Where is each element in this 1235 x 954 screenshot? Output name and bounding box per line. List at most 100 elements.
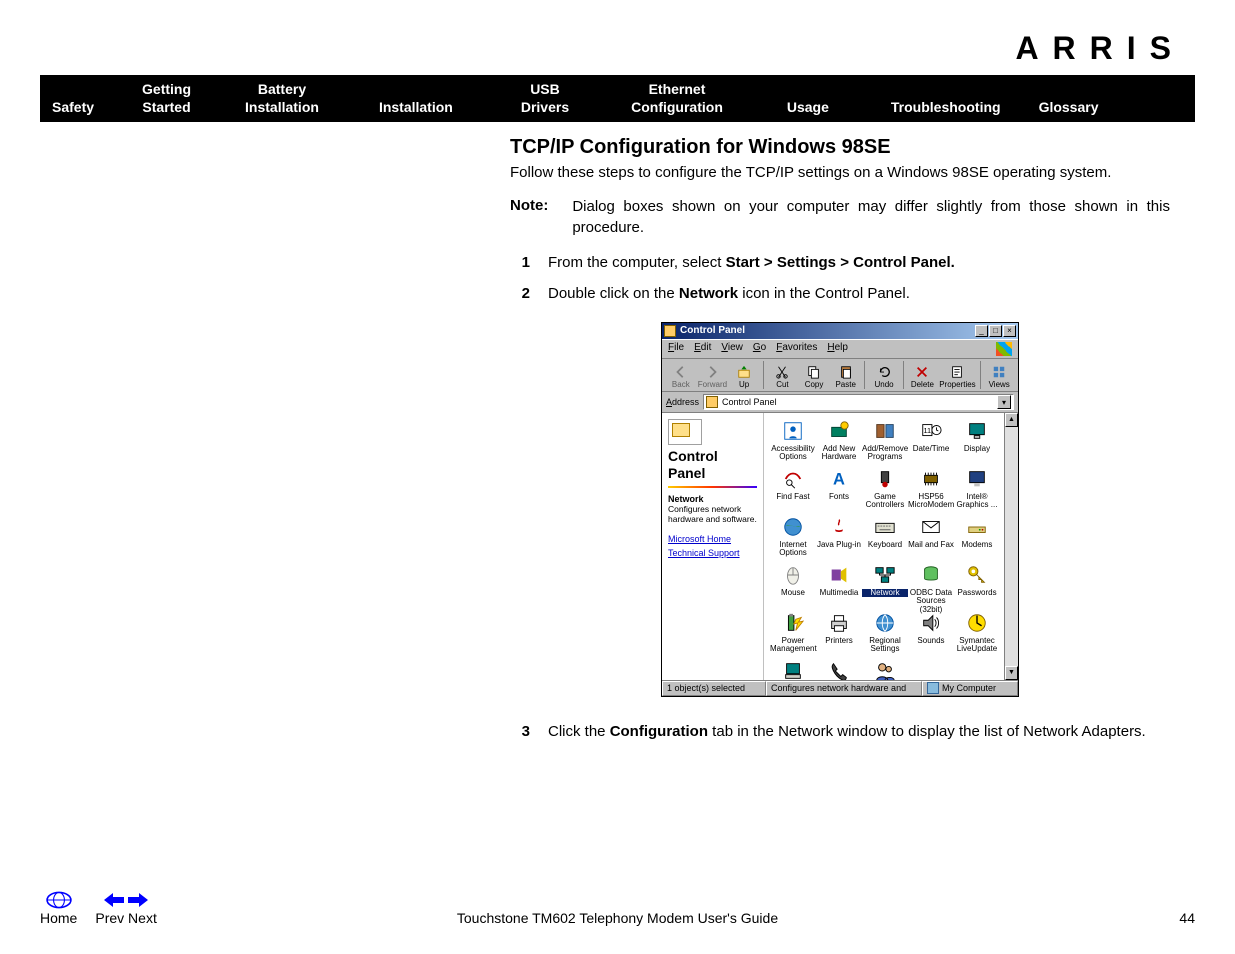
cp-icon-odbc[interactable]: ODBC Data Sources (32bit)	[908, 563, 954, 611]
step3-bold: Configuration	[610, 723, 708, 740]
prev-label[interactable]: Prev	[95, 910, 124, 926]
intro-text: Follow these steps to configure the TCP/…	[510, 163, 1170, 183]
scroll-up-button[interactable]: ▲	[1005, 413, 1018, 427]
nav-item[interactable]: Glossary	[1029, 99, 1099, 117]
cp-icon-symantec[interactable]: Symantec LiveUpdate	[954, 611, 1000, 659]
link-ms-home[interactable]: Microsoft Home	[668, 534, 757, 544]
step1-bold: Start > Settings > Control Panel.	[726, 254, 955, 271]
cp-icon-java[interactable]: Java Plug-in	[816, 515, 862, 563]
address-combo[interactable]: Control Panel ▾	[703, 394, 1014, 410]
nav-item[interactable]: Usage	[753, 99, 863, 117]
toolbar-paste-button[interactable]: Paste	[831, 364, 861, 389]
home-link[interactable]: Home	[40, 890, 77, 926]
cp-icon-addhw[interactable]: Add New Hardware	[816, 419, 862, 467]
modems-icon	[965, 515, 989, 539]
users-icon	[873, 659, 897, 680]
toolbar-up-button[interactable]: Up	[729, 364, 759, 389]
prev-arrow-icon[interactable]	[104, 893, 124, 907]
nav-item[interactable]: Getting Started	[112, 81, 221, 116]
nav-item[interactable]: USB Drivers	[489, 81, 601, 116]
access-icon	[781, 419, 805, 443]
dropdown-button[interactable]: ▾	[997, 395, 1011, 409]
up-icon	[729, 364, 759, 380]
toolbar-cut-button[interactable]: Cut	[768, 364, 798, 389]
scroll-down-button[interactable]: ▼	[1005, 666, 1018, 680]
menu-item[interactable]: Edit	[694, 342, 711, 356]
cp-icon-findfast[interactable]: Find Fast	[770, 467, 816, 515]
menu-item[interactable]: File	[668, 342, 684, 356]
icon-label: Keyboard	[862, 541, 908, 549]
java-icon	[827, 515, 851, 539]
scroll-track[interactable]	[1005, 427, 1018, 666]
icon-label: Game Controllers	[862, 493, 908, 510]
icon-label: Regional Settings	[862, 637, 908, 654]
nav-item[interactable]: Installation	[343, 99, 489, 117]
cp-icon-mmedia[interactable]: Multimedia	[816, 563, 862, 611]
cp-icon-sounds[interactable]: Sounds	[908, 611, 954, 659]
top-nav: SafetyGetting StartedBattery Installatio…	[40, 75, 1195, 122]
pane-title-l1: Control	[668, 449, 757, 464]
menu-item[interactable]: View	[721, 342, 743, 356]
menu-item[interactable]: Favorites	[776, 342, 817, 356]
cp-icon-game[interactable]: Game Controllers	[862, 467, 908, 515]
menu-item[interactable]: Help	[827, 342, 848, 356]
address-bar: Address Control Panel ▾	[662, 391, 1018, 412]
cp-icon-display[interactable]: Display	[954, 419, 1000, 467]
vertical-scrollbar[interactable]: ▲ ▼	[1004, 413, 1018, 680]
link-tech-support[interactable]: Technical Support	[668, 548, 757, 558]
toolbar-copy-button[interactable]: Copy	[799, 364, 829, 389]
printers-icon	[827, 611, 851, 635]
keyboard-icon	[873, 515, 897, 539]
views-icon	[984, 364, 1014, 380]
cp-icon-passwords[interactable]: Passwords	[954, 563, 1000, 611]
cp-icon-date[interactable]: 11Date/Time	[908, 419, 954, 467]
toolbar-props-button[interactable]: Properties	[939, 364, 975, 389]
toolbar-undo-button[interactable]: Undo	[869, 364, 899, 389]
close-button[interactable]: ×	[1003, 325, 1016, 337]
props-icon	[939, 364, 975, 380]
step-2: 2 Double click on the Network icon in th…	[510, 283, 1170, 304]
step-1: 1 From the computer, select Start > Sett…	[510, 252, 1170, 273]
back-icon	[666, 364, 696, 380]
step-number: 1	[510, 252, 530, 273]
cp-icon-users[interactable]: Users	[862, 659, 908, 680]
step-number: 2	[510, 283, 530, 304]
next-arrow-icon[interactable]	[128, 893, 148, 907]
cp-icon-inet[interactable]: Internet Options	[770, 515, 816, 563]
cp-icon-network[interactable]: Network	[862, 563, 908, 611]
icon-label: Network	[862, 589, 908, 597]
date-icon: 11	[919, 419, 943, 443]
toolbar-delete-button[interactable]: Delete	[908, 364, 938, 389]
nav-item[interactable]: Battery Installation	[221, 81, 343, 116]
cp-icon-fonts[interactable]: AFonts	[816, 467, 862, 515]
cp-icon-telephony[interactable]: Telephony	[816, 659, 862, 680]
cp-icon-regional[interactable]: Regional Settings	[862, 611, 908, 659]
toolbar-separator	[763, 361, 764, 389]
icon-label: Internet Options	[770, 541, 816, 558]
cp-icon-modems[interactable]: Modems	[954, 515, 1000, 563]
power-icon	[781, 611, 805, 635]
cp-icon-mouse[interactable]: Mouse	[770, 563, 816, 611]
nav-item[interactable]: Troubleshooting	[863, 99, 1029, 117]
minimize-button[interactable]: _	[975, 325, 988, 337]
cp-icon-system[interactable]: System	[770, 659, 816, 680]
next-label[interactable]: Next	[128, 910, 157, 926]
menubar: File Edit View Go Favorites Help	[662, 339, 1018, 358]
nav-item[interactable]: Ethernet Configuration	[601, 81, 753, 116]
maximize-button[interactable]: □	[989, 325, 1002, 337]
cp-icon-addrm[interactable]: Add/Remove Programs	[862, 419, 908, 467]
game-icon	[873, 467, 897, 491]
fwd-icon	[698, 364, 728, 380]
cp-icon-keyboard[interactable]: Keyboard	[862, 515, 908, 563]
nav-item[interactable]: Safety	[50, 99, 112, 117]
cp-icon-power[interactable]: Power Management	[770, 611, 816, 659]
menu-item[interactable]: Go	[753, 342, 766, 356]
home-label: Home	[40, 910, 77, 926]
prev-next-links: Prev Next	[95, 890, 156, 926]
cp-icon-access[interactable]: Accessibility Options	[770, 419, 816, 467]
cp-icon-intel[interactable]: Intel® Graphics ...	[954, 467, 1000, 515]
cp-icon-printers[interactable]: Printers	[816, 611, 862, 659]
cp-icon-mail[interactable]: Mail and Fax	[908, 515, 954, 563]
toolbar-views-button[interactable]: Views	[984, 364, 1014, 389]
cp-icon-modemchip[interactable]: HSP56 MicroModem	[908, 467, 954, 515]
